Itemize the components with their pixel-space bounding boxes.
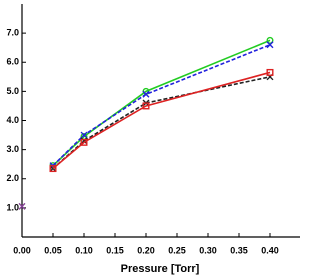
x-axis-label: Pressure [Torr] bbox=[121, 263, 200, 275]
y-tick-label: 2.0 bbox=[6, 173, 19, 183]
point bbox=[266, 41, 274, 49]
point bbox=[142, 90, 150, 98]
y-tick-label: 5.0 bbox=[6, 86, 19, 96]
point bbox=[266, 68, 274, 76]
point bbox=[142, 102, 150, 110]
point bbox=[49, 165, 57, 173]
x-tick-label: 0.00 bbox=[13, 245, 31, 255]
series-line bbox=[52, 39, 271, 167]
point bbox=[18, 202, 26, 210]
y-tick-label: 7.0 bbox=[6, 28, 19, 38]
point bbox=[80, 138, 88, 146]
x-tick-label: 0.05 bbox=[44, 245, 62, 255]
y-tick-label: 3.0 bbox=[6, 144, 19, 154]
point bbox=[266, 36, 274, 44]
x-tick-label: 0.40 bbox=[261, 245, 279, 255]
y-tick-label: 6.0 bbox=[6, 57, 19, 67]
series-line bbox=[52, 71, 271, 170]
series-line bbox=[52, 44, 271, 167]
chart: Pressure [Torr] 1.0 2.0 3.0 4.0 5.0 6.0 7.0 0.0… bbox=[6, 4, 300, 275]
x-tick-label: 0.15 bbox=[106, 245, 124, 255]
point bbox=[80, 131, 88, 139]
x-tick-label: 0.30 bbox=[199, 245, 217, 255]
x-tick-label: 0.20 bbox=[137, 245, 155, 255]
x-tick-label: 0.25 bbox=[168, 245, 186, 255]
x-tick-label: 0.10 bbox=[75, 245, 93, 255]
y-tick-label: 4.0 bbox=[6, 115, 19, 125]
series-line bbox=[52, 76, 271, 170]
x-tick-label: 0.35 bbox=[230, 245, 248, 255]
y-tick-label: 1.0 bbox=[6, 202, 19, 212]
